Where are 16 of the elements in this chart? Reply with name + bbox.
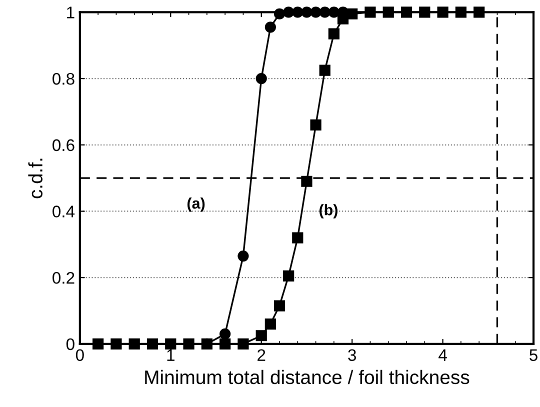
y-tick-label: 0.6 [52,139,74,152]
x-axis-title: Minimum total distance / foil thickness [145,370,470,384]
x-tick-label: 3 [348,349,356,362]
x-tick-label: 4 [438,349,447,361]
y-tick-label: 0.2 [52,272,74,284]
x-tick-label: 2 [258,349,266,361]
x-tick-label: 0 [76,349,84,362]
annotation: (b) [320,204,338,218]
y-tick-label: 0 [66,338,74,350]
y-tick-label: 1 [67,6,74,18]
x-tick-label: 1 [167,349,174,361]
y-tick-label: 0.4 [52,206,75,218]
annotation: (a) [187,197,205,212]
x-tick-label: 5 [530,349,538,362]
y-tick-label: 0.8 [52,72,74,85]
y-axis-title: c.d.f. [28,158,42,198]
